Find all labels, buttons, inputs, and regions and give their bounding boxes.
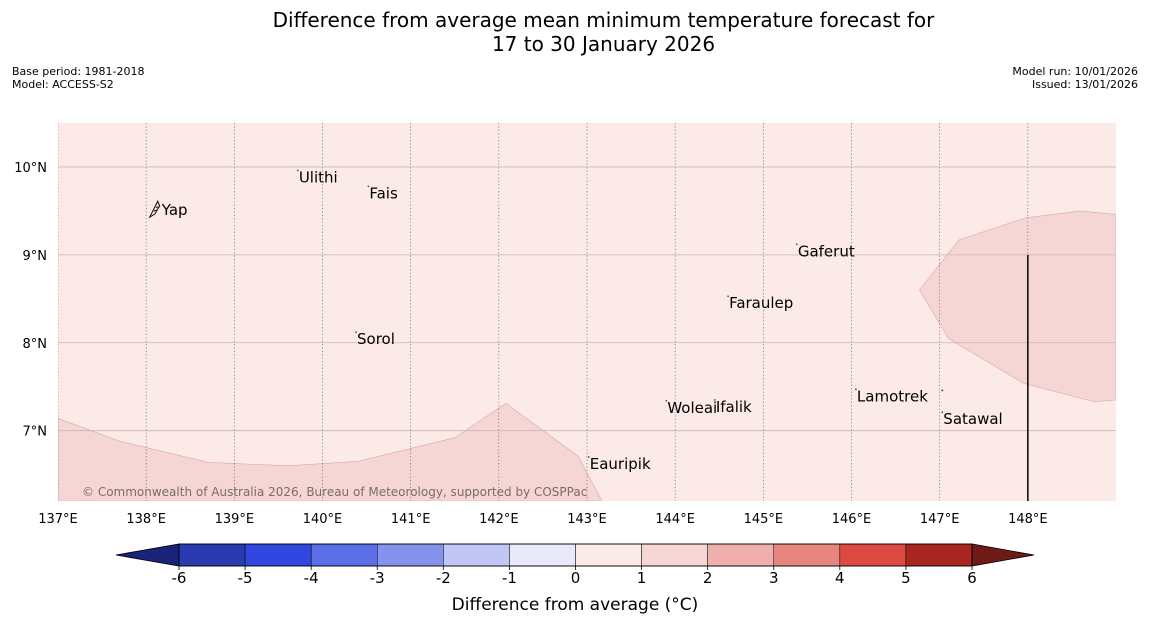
meta-right: Model run: 10/01/2026 Issued: 13/01/2026 bbox=[1012, 65, 1138, 91]
model-name: Model: ACCESS-S2 bbox=[12, 78, 114, 91]
title-line-2: 17 to 30 January 2026 bbox=[491, 32, 716, 56]
colorbar-tick-label: 3 bbox=[769, 569, 779, 587]
lat-tick-label: 7°N bbox=[23, 425, 48, 440]
island-ifalik: Ifalik bbox=[714, 398, 752, 416]
lon-tick-label: 140°E bbox=[303, 512, 343, 527]
island-ulithi: Ulithi bbox=[297, 168, 338, 186]
island-sorol: Sorol bbox=[355, 330, 395, 348]
island-marker bbox=[941, 411, 944, 414]
anomaly-region-1-to-2-south bbox=[58, 403, 603, 501]
island-label: Ulithi bbox=[299, 168, 338, 186]
anomaly-region-1-to-2-east bbox=[919, 210, 1116, 403]
island-lamotrek: Lamotrek bbox=[855, 387, 928, 405]
colorbar-tick-label: 1 bbox=[637, 569, 647, 587]
island-marker bbox=[355, 331, 357, 334]
lon-tick-label: 143°E bbox=[567, 512, 607, 527]
lon-tick-label: 137°E bbox=[38, 512, 78, 527]
island-yap: Yap bbox=[161, 201, 188, 219]
map-plot-area: Yap Ulithi Fais Gaferut Faraulep Sorol Lamotre… bbox=[58, 123, 1116, 501]
colorbar-tick-label: -1 bbox=[502, 569, 517, 587]
meta-left: Base period: 1981-2018 Model: ACCESS-S2 bbox=[12, 65, 144, 91]
island-label: Satawal bbox=[943, 410, 1002, 428]
colorbar-bin bbox=[707, 543, 775, 567]
island-marker bbox=[587, 456, 590, 458]
lon-tick-label: 146°E bbox=[832, 512, 872, 527]
colorbar-extend-low bbox=[115, 543, 180, 567]
colorbar-bin bbox=[178, 543, 246, 567]
base-period: Base period: 1981-2018 bbox=[12, 65, 145, 78]
colorbar-bin bbox=[244, 543, 312, 567]
colorbar-bin bbox=[839, 543, 907, 567]
model-run: Model run: 10/01/2026 bbox=[1012, 65, 1138, 78]
island-label: Yap bbox=[161, 201, 188, 219]
island-marker bbox=[297, 169, 299, 172]
colorbar-tick-label: 0 bbox=[571, 569, 581, 587]
colorbar-tick-label: 6 bbox=[967, 569, 977, 587]
island-fais: Fais bbox=[367, 184, 398, 202]
colorbar-tick-label: -4 bbox=[304, 569, 319, 587]
island-label: Faraulep bbox=[729, 294, 793, 312]
yap-island-outline bbox=[148, 199, 161, 219]
lat-tick-label: 9°N bbox=[23, 249, 48, 264]
issued-date: Issued: 13/01/2026 bbox=[1031, 78, 1138, 91]
colorbar-tick-label: 5 bbox=[901, 569, 911, 587]
island-label: Lamotrek bbox=[857, 387, 928, 405]
lon-tick-label: 138°E bbox=[126, 512, 166, 527]
colorbar-tick-label: -6 bbox=[172, 569, 187, 587]
island-label: Sorol bbox=[357, 330, 395, 348]
lon-tick-label: 141°E bbox=[391, 512, 431, 527]
colorbar-tick-label: 4 bbox=[835, 569, 845, 587]
lon-tick-label: 142°E bbox=[479, 512, 519, 527]
lat-tick-label: 10°N bbox=[14, 161, 47, 176]
colorbar-extend-high bbox=[971, 543, 1035, 567]
lon-tick-label: 148°E bbox=[1008, 512, 1048, 527]
colorbar-title: Difference from average (°C) bbox=[451, 595, 699, 615]
colorbar-bin bbox=[575, 543, 642, 567]
lon-tick-label: 145°E bbox=[744, 512, 784, 527]
island-label: Fais bbox=[369, 184, 398, 202]
island-label: Ifalik bbox=[716, 398, 752, 416]
island-faraulep: Faraulep bbox=[727, 294, 793, 312]
island-label: Gaferut bbox=[798, 242, 855, 260]
island-marker bbox=[367, 185, 370, 188]
lon-tick-label: 139°E bbox=[215, 512, 255, 527]
island-marker bbox=[796, 243, 798, 246]
lon-tick-label: 144°E bbox=[655, 512, 695, 527]
island-satawal: Satawal bbox=[941, 410, 1003, 428]
colorbar-tick-label: -2 bbox=[436, 569, 451, 587]
island-marker bbox=[714, 399, 716, 401]
page-title: Difference from average mean minimum tem… bbox=[0, 8, 1150, 56]
island-eauripik: Eauripik bbox=[587, 455, 651, 473]
colorbar-tick-label: -3 bbox=[370, 569, 385, 587]
colorbar-bin bbox=[509, 543, 576, 567]
lon-tick-label: 147°E bbox=[920, 512, 960, 527]
colorbar-bin bbox=[905, 543, 973, 567]
island-woleai: Woleai bbox=[665, 399, 717, 417]
island-gaferut: Gaferut bbox=[796, 242, 855, 260]
colorbar: -6 -5 -4 -3 -2 -1 0 1 2 3 4 5 6 bbox=[115, 543, 1035, 587]
colorbar-bin bbox=[773, 543, 841, 567]
island-marker bbox=[855, 388, 857, 391]
island-marker bbox=[941, 389, 944, 392]
title-line-1: Difference from average mean minimum tem… bbox=[272, 8, 935, 32]
island-label: Eauripik bbox=[590, 455, 651, 473]
island-label: Woleai bbox=[667, 399, 717, 417]
lat-tick-label: 8°N bbox=[23, 337, 48, 352]
colorbar-bin bbox=[310, 543, 378, 567]
copyright-text: © Commonwealth of Australia 2026, Bureau… bbox=[82, 485, 587, 499]
colorbar-tick-label: 2 bbox=[703, 569, 713, 587]
island-marker bbox=[665, 399, 668, 402]
colorbar-bin bbox=[641, 543, 708, 567]
colorbar-bin bbox=[377, 543, 444, 567]
island-marker bbox=[727, 295, 729, 297]
colorbar-tick-label: -5 bbox=[238, 569, 253, 587]
colorbar-bin bbox=[443, 543, 510, 567]
